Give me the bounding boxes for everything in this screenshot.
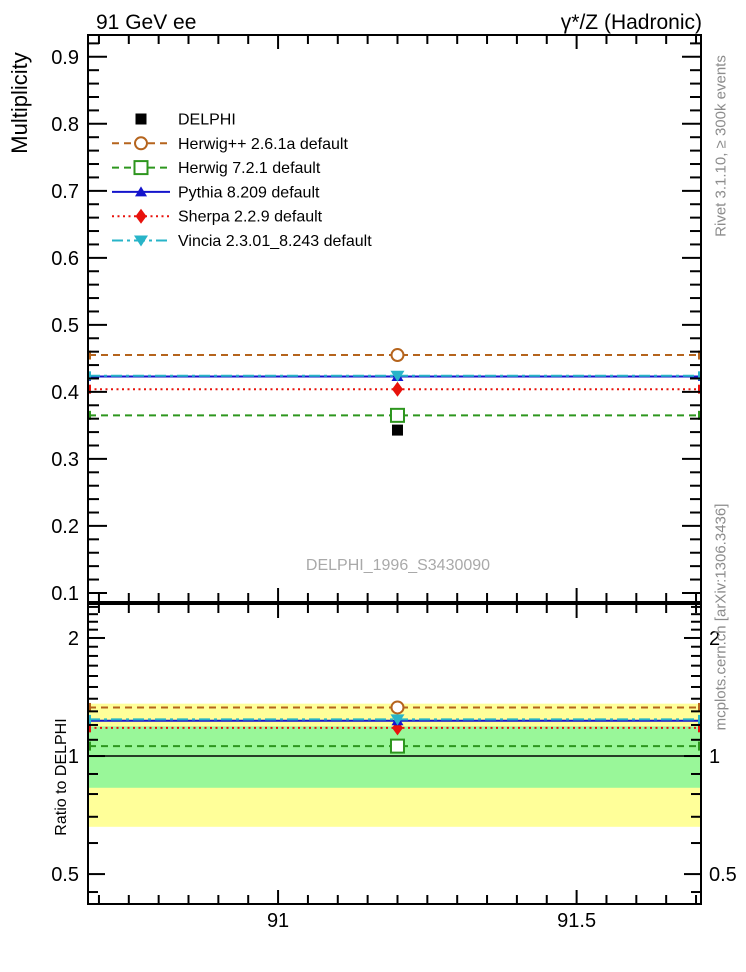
analysis-id-watermark: DELPHI_1996_S3430090 (305, 557, 491, 574)
legend-entry-sherpa: Sherpa 2.2.9 default (112, 208, 323, 226)
sherpa-legend-marker (135, 208, 147, 224)
main-y-tick-label: 0.1 (51, 583, 79, 605)
main-y-tick-label: 0.4 (51, 382, 79, 404)
vincia-legend-marker (134, 235, 148, 247)
herwig7-marker-ratio (389, 738, 405, 754)
ratio-data-markers (389, 700, 405, 754)
legend-entry-delphi: DELPHI (135, 112, 236, 129)
ratio-y-tick-label-right: 1 (709, 746, 720, 768)
ratio-y-tick-label-left: 1 (68, 746, 79, 768)
herwig7-marker-main (389, 407, 405, 423)
delphi-legend-marker (135, 113, 147, 125)
rivet-version-note: Rivet 3.1.10, ≥ 300k events (712, 55, 730, 237)
main-y-tick-label: 0.2 (51, 516, 79, 538)
legend-label-herwig7: Herwig 7.2.1 default (178, 160, 321, 177)
main-y-tick-label: 0.8 (51, 114, 79, 136)
ratio-y-tick-label-left: 0.5 (51, 864, 79, 886)
legend-entry-herwigpp: Herwig++ 2.6.1a default (112, 136, 348, 153)
uncertainty-band-inner (88, 726, 701, 788)
legend-entry-pythia: Pythia 8.209 default (112, 184, 320, 201)
legend-label-herwigpp: Herwig++ 2.6.1a default (178, 136, 348, 153)
ratio-y-axis-label: Ratio to DELPHI (53, 718, 70, 836)
axis-tick-labels: 0.1 0.2 0.3 0.4 0.5 0.6 0.7 0.8 0.9 0.5 0.5 1 1 2 2 91 9… (51, 47, 737, 932)
herwigpp-marker-main (390, 348, 405, 363)
legend: DELPHI Herwig++ 2.6.1a default Herwig 7.2.… (112, 112, 372, 250)
legend-label-vincia: Vincia 2.3.01_8.243 default (178, 233, 372, 250)
pythia-legend-marker (135, 186, 147, 197)
ratio-y-tick-label-right: 0.5 (709, 864, 737, 886)
legend-entry-vincia: Vincia 2.3.01_8.243 default (112, 233, 372, 250)
legend-label-delphi: DELPHI (178, 112, 236, 129)
legend-entry-herwig7: Herwig 7.2.1 default (112, 160, 321, 177)
main-y-axis-label: Multiplicity (7, 52, 32, 154)
herwigpp-legend-marker (134, 136, 148, 151)
ratio-y-tick-label-left: 2 (68, 628, 79, 650)
delphi-marker-main (391, 424, 403, 436)
main-y-tick-label: 0.9 (51, 47, 79, 69)
vincia-marker-main (390, 370, 405, 382)
main-panel-frame (87, 34, 702, 603)
main-y-tick-label: 0.3 (51, 449, 79, 471)
ratio-y-tick-label-right: 2 (709, 628, 720, 650)
main-data-markers (389, 348, 405, 436)
main-y-tick-label: 0.5 (51, 315, 79, 337)
sherpa-marker-main (391, 381, 403, 397)
x-tick-label: 91.5 (557, 910, 596, 932)
legend-label-pythia: Pythia 8.209 default (178, 184, 320, 201)
herwigpp-marker-ratio (390, 700, 405, 715)
axis-ticks (89, 36, 700, 903)
vincia-marker-ratio (390, 714, 405, 726)
process-title: γ*/Z (Hadronic) (560, 11, 702, 34)
main-y-tick-label: 0.6 (51, 248, 79, 270)
main-y-tick-label: 0.7 (51, 181, 79, 203)
ratio-panel-frame (87, 603, 702, 905)
mcplots-reference-note: mcplots.cern.ch [arXiv:1306.3436] (712, 503, 730, 731)
beam-energy-title: 91 GeV ee (96, 11, 197, 34)
legend-label-sherpa: Sherpa 2.2.9 default (178, 209, 323, 226)
herwig7-legend-marker (133, 160, 149, 176)
x-tick-label: 91 (267, 910, 289, 932)
